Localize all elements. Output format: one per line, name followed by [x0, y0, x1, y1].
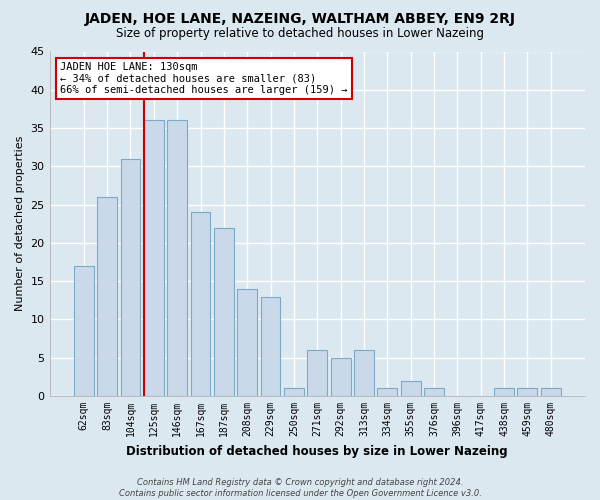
Text: Contains HM Land Registry data © Crown copyright and database right 2024.
Contai: Contains HM Land Registry data © Crown c… — [119, 478, 481, 498]
Bar — [121, 158, 140, 396]
Bar — [354, 350, 374, 396]
Bar — [424, 388, 444, 396]
Bar — [307, 350, 327, 396]
Bar — [214, 228, 234, 396]
Y-axis label: Number of detached properties: Number of detached properties — [15, 136, 25, 312]
Text: JADEN HOE LANE: 130sqm
← 34% of detached houses are smaller (83)
66% of semi-det: JADEN HOE LANE: 130sqm ← 34% of detached… — [60, 62, 348, 95]
Bar — [377, 388, 397, 396]
Bar — [144, 120, 164, 396]
Bar — [167, 120, 187, 396]
Bar — [517, 388, 538, 396]
Bar — [191, 212, 211, 396]
Bar — [74, 266, 94, 396]
Bar — [97, 197, 117, 396]
Bar — [284, 388, 304, 396]
Bar — [541, 388, 560, 396]
Bar — [260, 296, 280, 396]
Bar — [494, 388, 514, 396]
Text: Size of property relative to detached houses in Lower Nazeing: Size of property relative to detached ho… — [116, 28, 484, 40]
X-axis label: Distribution of detached houses by size in Lower Nazeing: Distribution of detached houses by size … — [127, 444, 508, 458]
Text: JADEN, HOE LANE, NAZEING, WALTHAM ABBEY, EN9 2RJ: JADEN, HOE LANE, NAZEING, WALTHAM ABBEY,… — [85, 12, 515, 26]
Bar — [401, 380, 421, 396]
Bar — [331, 358, 350, 396]
Bar — [238, 289, 257, 396]
